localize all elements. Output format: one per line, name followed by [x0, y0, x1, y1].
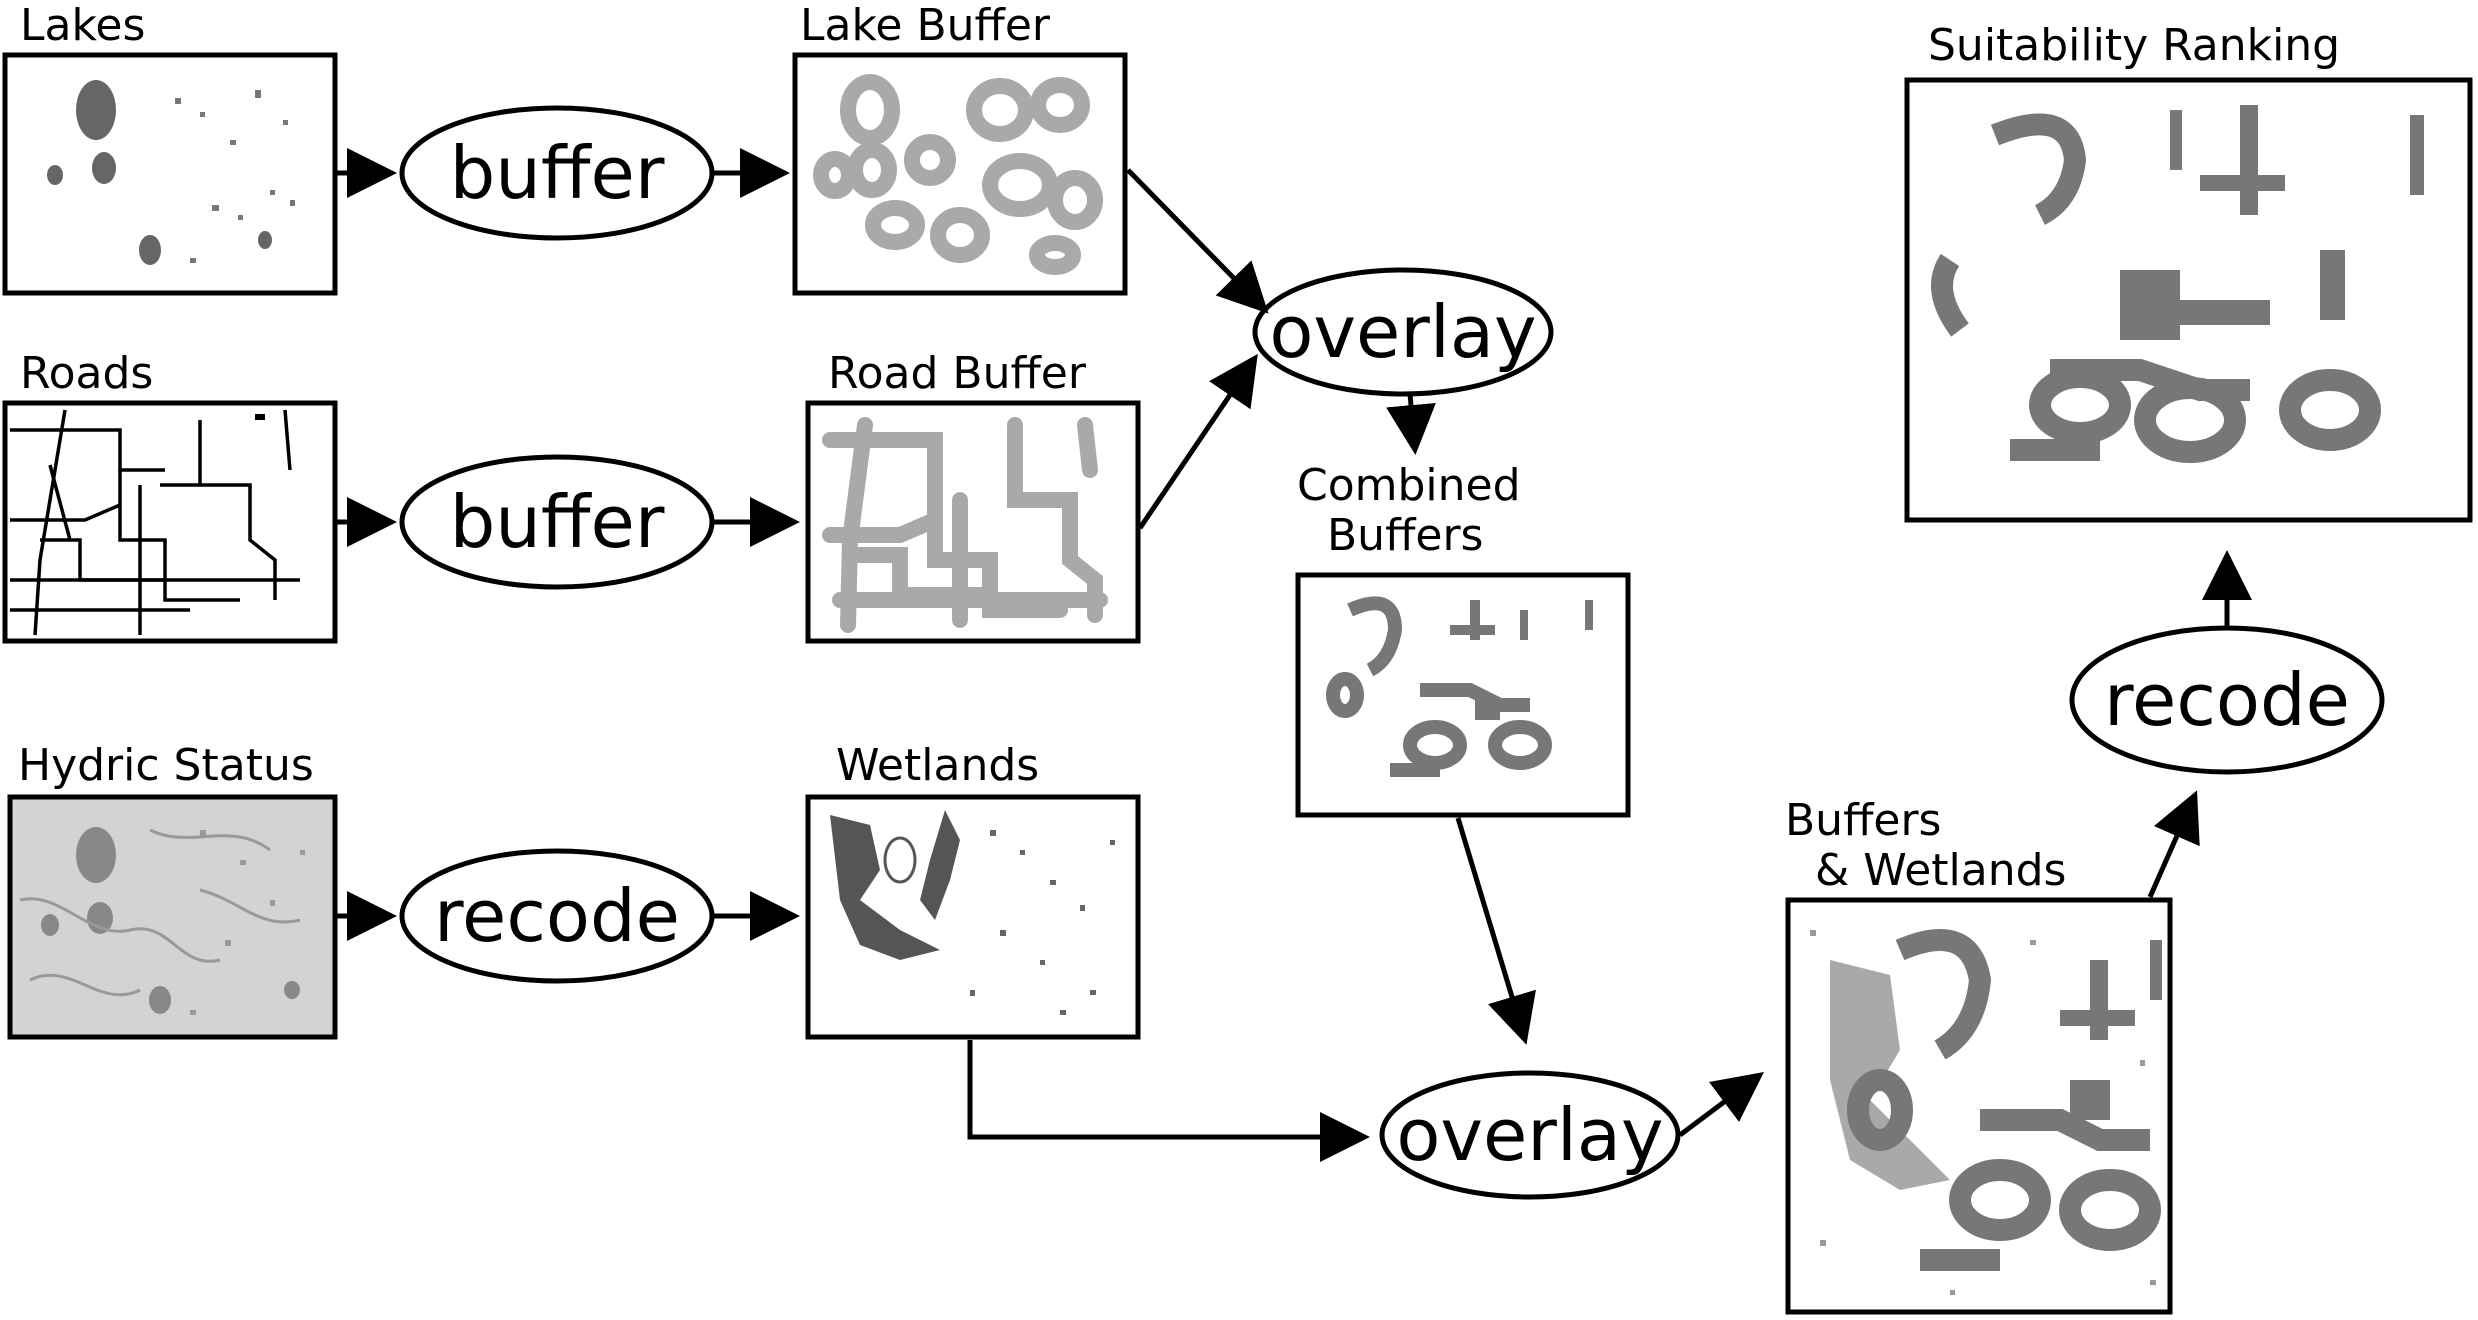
edge-buffers-wetlands-to-recode	[2147, 790, 2200, 899]
edges	[336, 148, 2252, 1162]
edge-overlay-to-buffers-wetlands	[1678, 1072, 1764, 1137]
overlay-wetlands-node: overlay	[1379, 1070, 1681, 1200]
edge-overlay-to-combined	[1386, 393, 1436, 455]
label-buffers-wetlands-2: & Wetlands	[1815, 845, 2066, 896]
buffer-roads-node: buffer	[399, 454, 715, 590]
lakes-map	[2, 52, 338, 296]
recode-hydric-label: recode	[434, 874, 680, 958]
road-buffer-map	[805, 400, 1141, 644]
label-lake-buffer: Lake Buffer	[800, 0, 1051, 51]
label-wetlands: Wetlands	[836, 740, 1039, 791]
lake-buffer-map	[792, 52, 1128, 296]
label-roads: Roads	[20, 348, 153, 399]
recode-final-label: recode	[2104, 658, 2350, 742]
buffer-lakes-node: buffer	[399, 105, 715, 241]
buffer-lakes-label: buffer	[450, 131, 665, 215]
edge-combined-to-overlay	[1455, 817, 1536, 1045]
hydric-status-map	[7, 794, 338, 1040]
edge-lake-buffer-to-overlay	[1126, 168, 1269, 314]
label-hydric-status: Hydric Status	[18, 740, 314, 791]
overlay-wetlands-label: overlay	[1396, 1093, 1663, 1177]
label-lakes: Lakes	[20, 0, 145, 51]
roads-map	[2, 400, 338, 644]
label-buffers-wetlands-1: Buffers	[1785, 795, 1941, 846]
recode-hydric-node: recode	[399, 848, 715, 984]
edge-road-buffer-to-overlay	[1137, 353, 1258, 530]
label-combined-buffers-2: Buffers	[1327, 510, 1483, 561]
overlay-buffers-label: overlay	[1269, 290, 1536, 374]
edge-wetlands-to-overlay	[967, 1040, 1370, 1162]
overlay-buffers-node: overlay	[1252, 267, 1554, 397]
combined-buffers-map	[1295, 572, 1631, 818]
recode-final-node: recode	[2069, 625, 2385, 775]
buffer-roads-label: buffer	[450, 480, 665, 564]
buffers-wetlands-map	[1785, 897, 2173, 1315]
wetlands-map	[805, 794, 1141, 1040]
suitability-ranking-map	[1904, 77, 2473, 523]
label-road-buffer: Road Buffer	[828, 348, 1087, 399]
label-combined-buffers-1: Combined	[1297, 460, 1521, 511]
label-suitability-ranking: Suitability Ranking	[1928, 20, 2340, 71]
